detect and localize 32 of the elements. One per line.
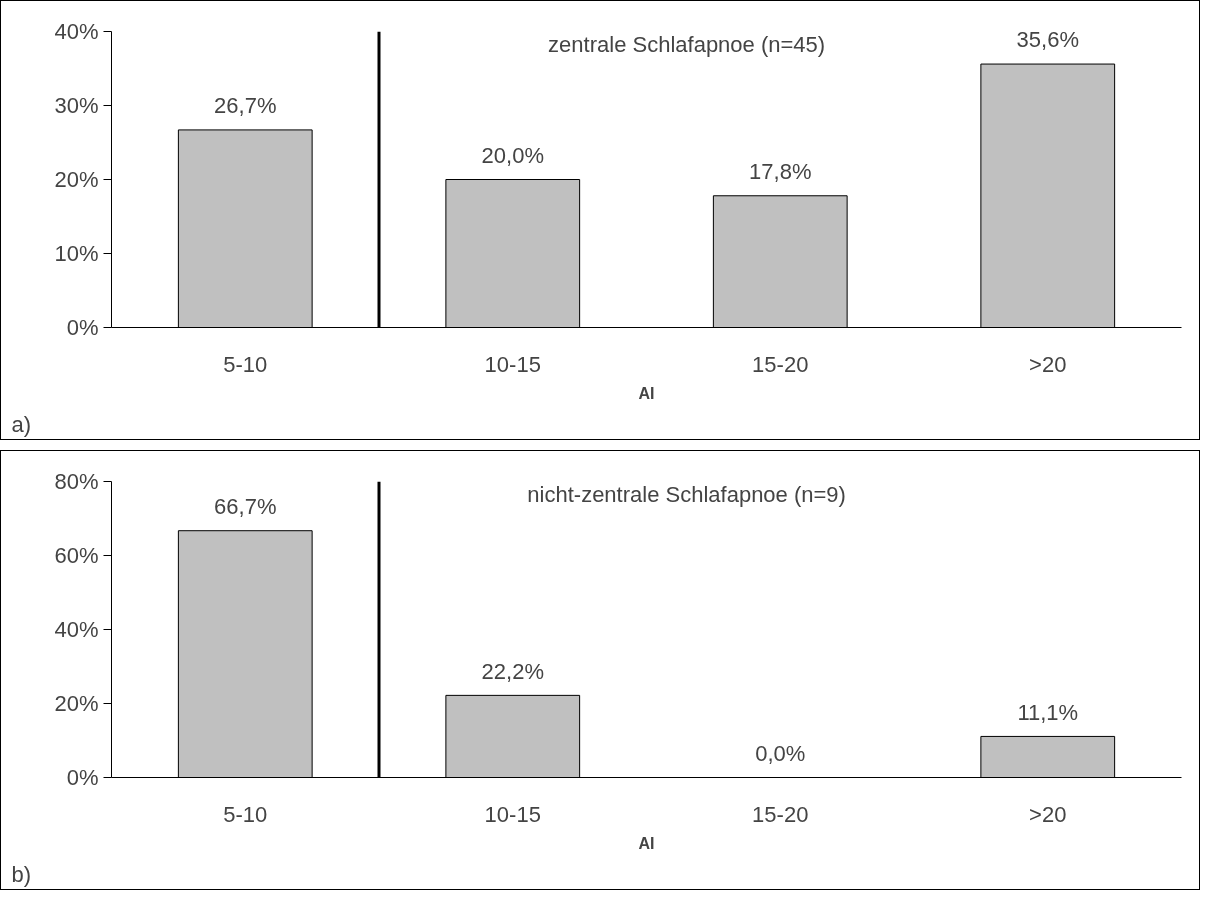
x-tick-label: 15-20 [752, 351, 809, 377]
y-tick-label: 60% [54, 543, 99, 568]
text: a) [11, 411, 32, 437]
data-label: 35,6% [1016, 27, 1079, 53]
data-label: 11,1% [1017, 699, 1079, 725]
y-tick-label: 0% [66, 765, 99, 790]
data-label: 66,7% [214, 493, 277, 519]
chart-title: nicht-zentrale Schlafapnoe (n=9) [527, 481, 846, 507]
x-tick-label: 5-10 [223, 351, 268, 377]
x-axis-title: AI [638, 834, 655, 852]
x-tick-label: 10-15 [484, 351, 541, 377]
x-tick-label: >20 [1029, 351, 1067, 377]
y-tick-label: 0% [66, 315, 99, 340]
data-label: 20,0% [481, 142, 544, 168]
x-tick-label: 5-10 [223, 801, 268, 827]
y-tick-label: 80% [54, 469, 99, 494]
x-tick-label: 10-15 [484, 801, 541, 827]
data-label: 22,2% [481, 658, 544, 684]
data-label: 17,8% [749, 158, 812, 184]
y-tick-label: 20% [54, 691, 99, 716]
data-label: 0,0% [755, 740, 806, 766]
y-tick-label: 20% [54, 167, 99, 192]
y-tick-label: 40% [54, 617, 99, 642]
x-tick-label: >20 [1029, 801, 1067, 827]
y-tick-label: 30% [54, 93, 99, 118]
x-axis-title: AI [638, 384, 655, 402]
chart-title: zentrale Schlafapnoe (n=45) [548, 31, 826, 57]
data-label: 26,7% [214, 93, 277, 119]
x-tick-label: 15-20 [752, 801, 809, 827]
y-tick-label: 40% [54, 19, 99, 44]
text: b) [11, 861, 32, 887]
y-tick-label: 10% [54, 241, 99, 266]
